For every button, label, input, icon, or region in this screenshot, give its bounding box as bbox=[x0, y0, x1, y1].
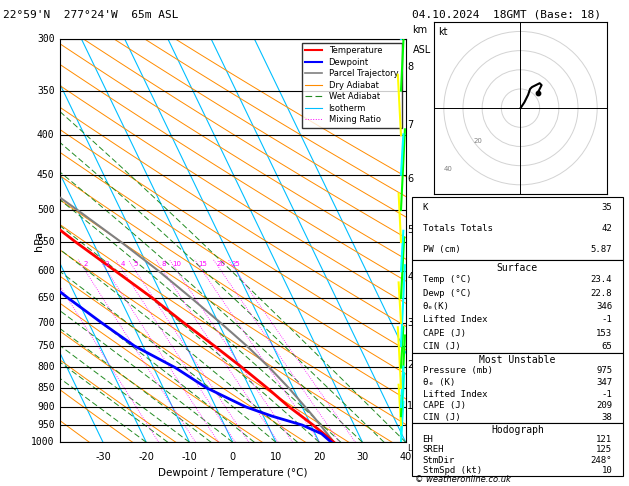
Text: 23.4: 23.4 bbox=[591, 275, 612, 284]
Text: 209: 209 bbox=[596, 401, 612, 410]
Text: 1: 1 bbox=[408, 401, 413, 411]
Text: 42: 42 bbox=[601, 224, 612, 233]
Text: StmSpd (kt): StmSpd (kt) bbox=[423, 467, 482, 475]
Text: 10: 10 bbox=[601, 467, 612, 475]
Text: LCL: LCL bbox=[408, 444, 423, 453]
Text: 153: 153 bbox=[596, 329, 612, 338]
Text: -10: -10 bbox=[182, 452, 198, 462]
Text: 38: 38 bbox=[601, 413, 612, 422]
Text: 0: 0 bbox=[230, 452, 236, 462]
Text: 700: 700 bbox=[37, 318, 55, 328]
Text: 550: 550 bbox=[37, 237, 55, 247]
Bar bbox=[412, 353, 623, 423]
Text: θₑ(K): θₑ(K) bbox=[423, 302, 449, 311]
Text: 8: 8 bbox=[408, 62, 413, 72]
Text: Lifted Index: Lifted Index bbox=[423, 315, 487, 324]
Text: Totals Totals: Totals Totals bbox=[423, 224, 493, 233]
Text: 20: 20 bbox=[217, 261, 226, 267]
Text: 750: 750 bbox=[37, 341, 55, 351]
Text: -1: -1 bbox=[601, 390, 612, 399]
Text: 900: 900 bbox=[37, 402, 55, 412]
Text: 20: 20 bbox=[474, 138, 483, 144]
Text: 8: 8 bbox=[161, 261, 165, 267]
Text: 7: 7 bbox=[408, 120, 414, 130]
Bar bbox=[412, 260, 623, 353]
Text: 5: 5 bbox=[133, 261, 138, 267]
Text: Dewpoint / Temperature (°C): Dewpoint / Temperature (°C) bbox=[158, 469, 308, 479]
Bar bbox=[412, 197, 623, 260]
Text: 15: 15 bbox=[198, 261, 207, 267]
Text: Temp (°C): Temp (°C) bbox=[423, 275, 471, 284]
Text: Mixing Ratio (g/kg): Mixing Ratio (g/kg) bbox=[423, 221, 432, 300]
Text: 10: 10 bbox=[270, 452, 282, 462]
Text: K: K bbox=[423, 203, 428, 212]
Text: 40: 40 bbox=[399, 452, 412, 462]
Text: 4: 4 bbox=[121, 261, 125, 267]
Text: 04.10.2024  18GMT (Base: 18): 04.10.2024 18GMT (Base: 18) bbox=[412, 10, 601, 20]
Text: 975: 975 bbox=[596, 366, 612, 375]
Text: kt: kt bbox=[438, 27, 448, 37]
Text: StmDir: StmDir bbox=[423, 456, 455, 465]
Text: 22.8: 22.8 bbox=[591, 289, 612, 297]
Text: 300: 300 bbox=[37, 34, 55, 44]
Text: 347: 347 bbox=[596, 378, 612, 387]
Text: SREH: SREH bbox=[423, 445, 444, 454]
Text: 5: 5 bbox=[408, 225, 414, 235]
Text: CAPE (J): CAPE (J) bbox=[423, 329, 465, 338]
Legend: Temperature, Dewpoint, Parcel Trajectory, Dry Adiabat, Wet Adiabat, Isotherm, Mi: Temperature, Dewpoint, Parcel Trajectory… bbox=[302, 43, 401, 128]
Text: Surface: Surface bbox=[497, 263, 538, 273]
Text: CAPE (J): CAPE (J) bbox=[423, 401, 465, 410]
Text: 500: 500 bbox=[37, 205, 55, 215]
Text: 5.87: 5.87 bbox=[591, 245, 612, 254]
Text: 40: 40 bbox=[443, 166, 452, 173]
Text: 2: 2 bbox=[83, 261, 87, 267]
Text: 800: 800 bbox=[37, 363, 55, 372]
Text: 850: 850 bbox=[37, 383, 55, 393]
Text: CIN (J): CIN (J) bbox=[423, 342, 460, 351]
Text: -30: -30 bbox=[95, 452, 111, 462]
Text: hPa: hPa bbox=[34, 230, 44, 251]
Text: 3: 3 bbox=[105, 261, 109, 267]
Text: 10: 10 bbox=[172, 261, 182, 267]
Text: 65: 65 bbox=[601, 342, 612, 351]
Text: 22°59'N  277°24'W  65m ASL: 22°59'N 277°24'W 65m ASL bbox=[3, 10, 179, 20]
Text: 20: 20 bbox=[313, 452, 325, 462]
Text: 450: 450 bbox=[37, 170, 55, 180]
Text: Dewp (°C): Dewp (°C) bbox=[423, 289, 471, 297]
Text: 350: 350 bbox=[37, 86, 55, 96]
Text: 121: 121 bbox=[596, 434, 612, 444]
Text: 950: 950 bbox=[37, 420, 55, 430]
Text: 1000: 1000 bbox=[31, 437, 55, 447]
Text: km: km bbox=[413, 25, 428, 35]
Text: 4: 4 bbox=[408, 272, 413, 282]
Text: EH: EH bbox=[423, 434, 433, 444]
Text: 6: 6 bbox=[408, 174, 413, 184]
Text: 400: 400 bbox=[37, 130, 55, 140]
Text: θₑ (K): θₑ (K) bbox=[423, 378, 455, 387]
Text: Lifted Index: Lifted Index bbox=[423, 390, 487, 399]
Text: 25: 25 bbox=[231, 261, 240, 267]
Text: 650: 650 bbox=[37, 293, 55, 303]
Text: -20: -20 bbox=[138, 452, 154, 462]
Text: 248°: 248° bbox=[591, 456, 612, 465]
Text: 125: 125 bbox=[596, 445, 612, 454]
Text: -1: -1 bbox=[601, 315, 612, 324]
Point bbox=[533, 89, 543, 97]
Text: Most Unstable: Most Unstable bbox=[479, 355, 555, 365]
Text: 30: 30 bbox=[357, 452, 369, 462]
Text: 35: 35 bbox=[601, 203, 612, 212]
Text: ASL: ASL bbox=[413, 45, 431, 55]
Text: 3: 3 bbox=[408, 318, 413, 328]
Bar bbox=[412, 423, 623, 476]
Text: © weatheronline.co.uk: © weatheronline.co.uk bbox=[415, 474, 511, 484]
Text: Pressure (mb): Pressure (mb) bbox=[423, 366, 493, 375]
Text: 600: 600 bbox=[37, 266, 55, 276]
Text: 2: 2 bbox=[408, 361, 414, 370]
Text: Hodograph: Hodograph bbox=[491, 425, 544, 434]
Text: CIN (J): CIN (J) bbox=[423, 413, 460, 422]
Text: 346: 346 bbox=[596, 302, 612, 311]
Text: PW (cm): PW (cm) bbox=[423, 245, 460, 254]
